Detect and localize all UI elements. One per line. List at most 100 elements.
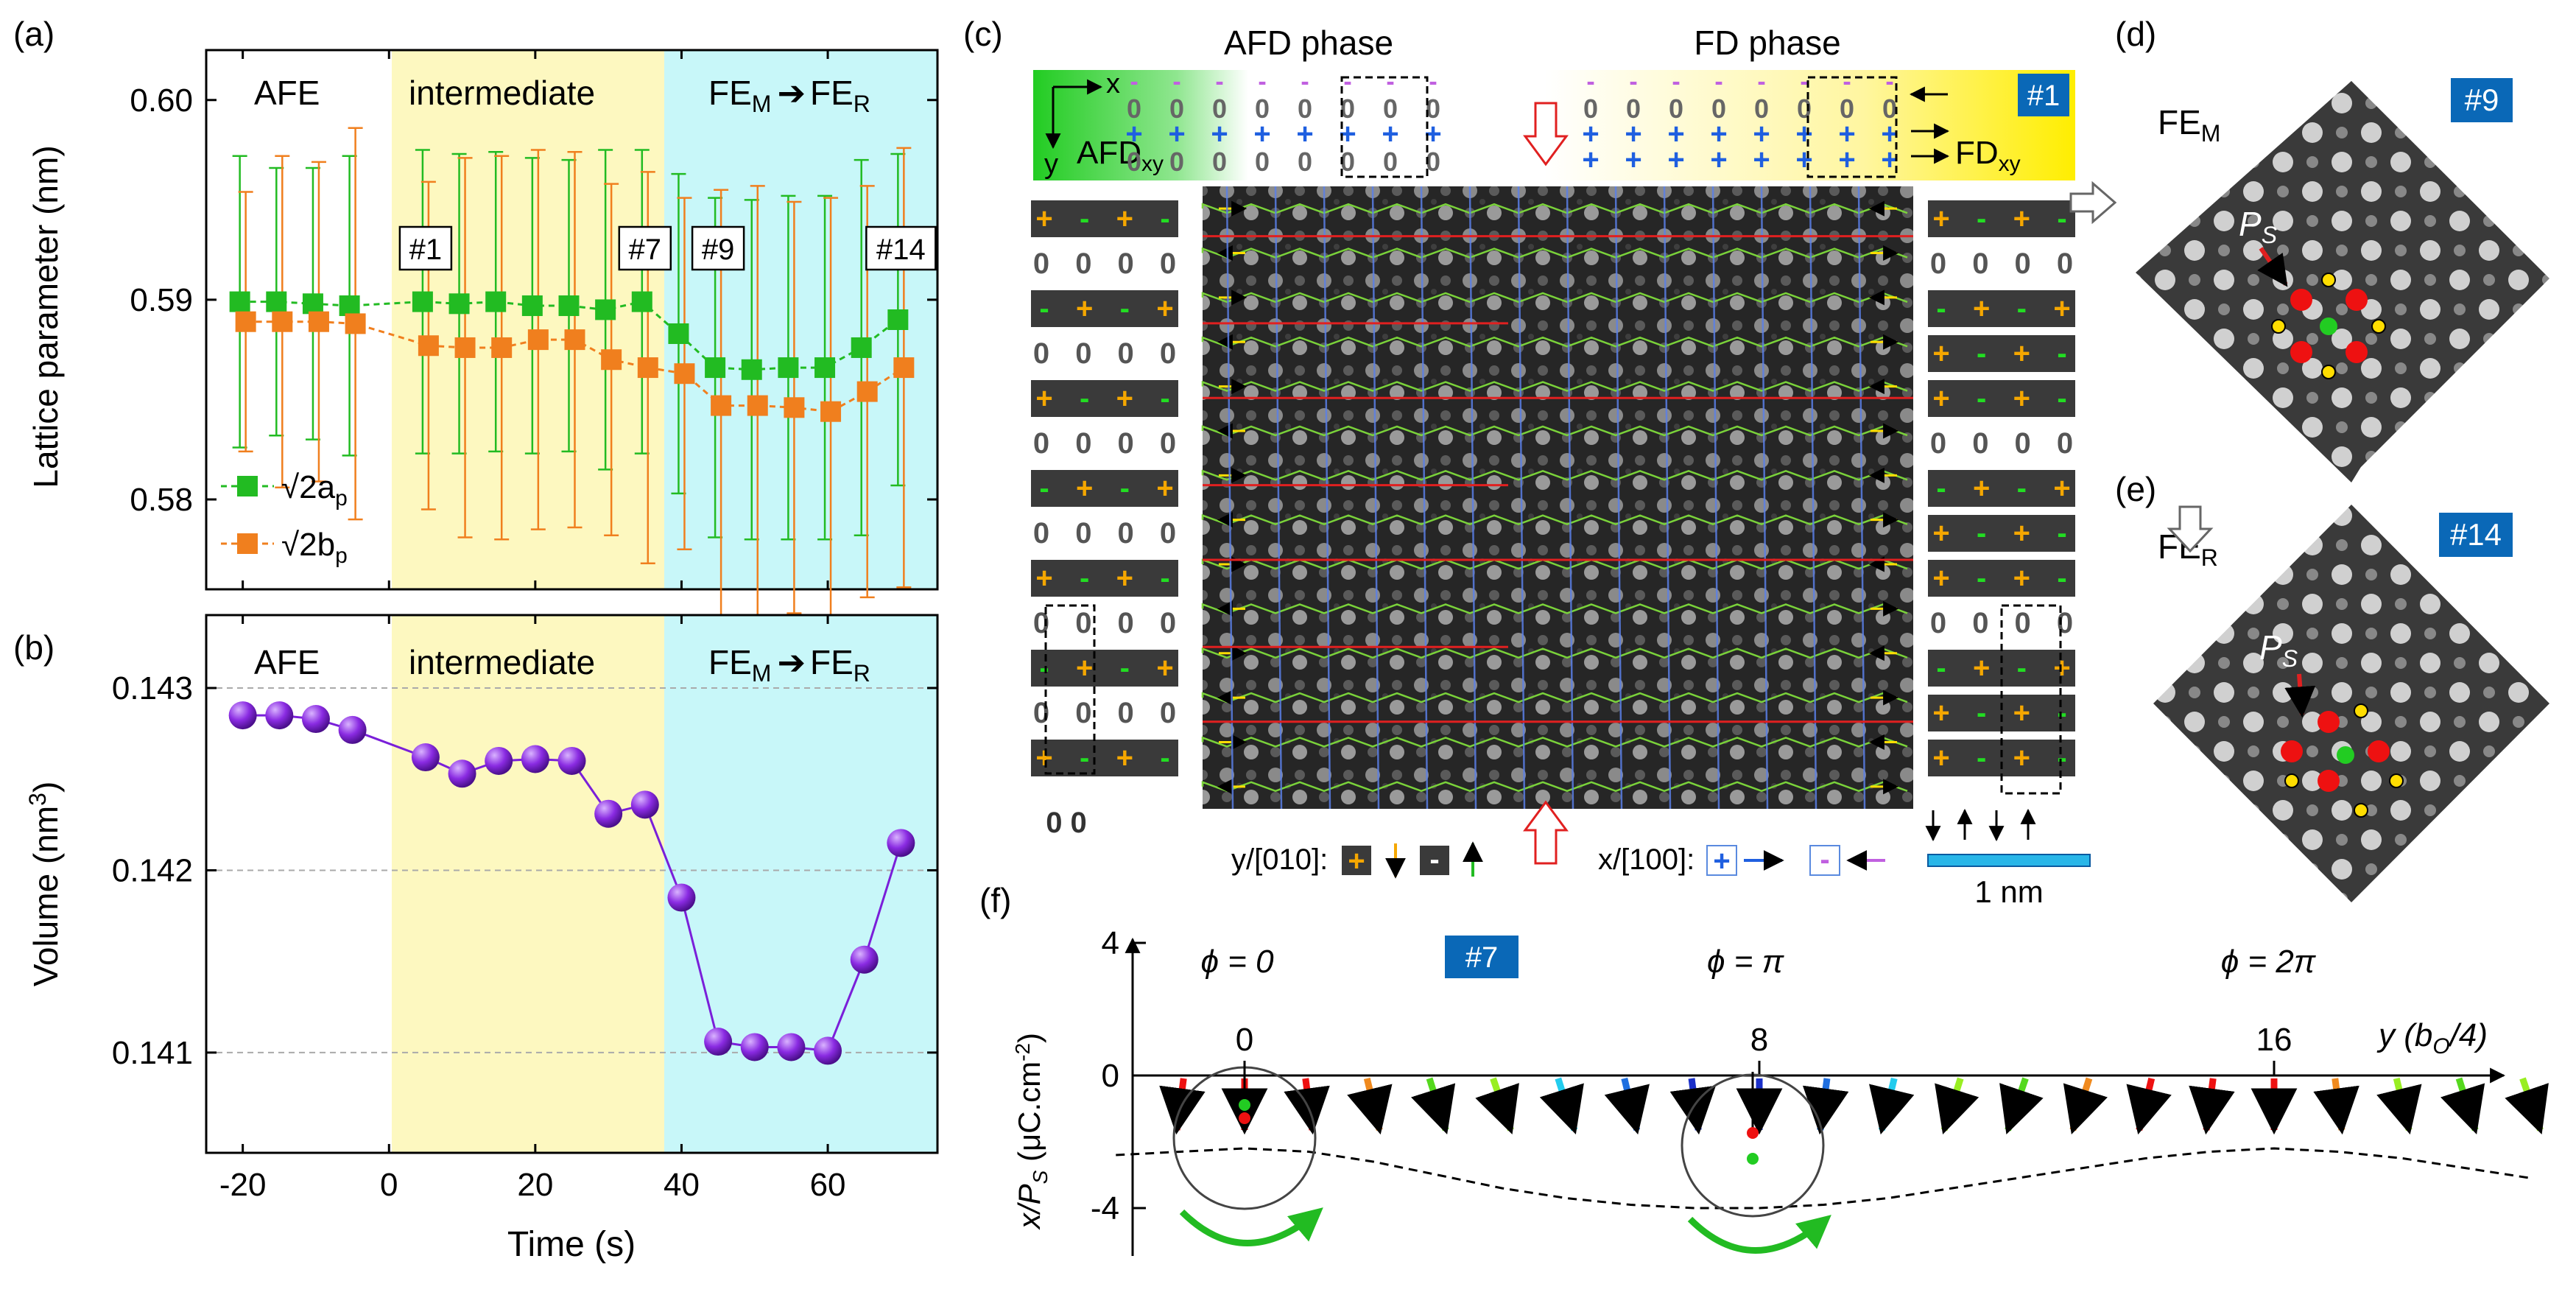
symbol-zero: 0 — [1169, 94, 1184, 124]
tile — [1031, 380, 1178, 417]
symbol-zero: 0 — [1626, 94, 1641, 124]
polarization-arrow — [1802, 1078, 1849, 1135]
fd-xy-label: FDxy — [1955, 135, 2021, 176]
tile — [1031, 560, 1178, 597]
up-hollow-arrow — [1523, 800, 1569, 865]
ps-arrow-d — [2257, 247, 2288, 287]
tile-zero: 0 — [1075, 248, 1091, 280]
tile-plus: + — [2013, 517, 2030, 550]
tile-zero: 0 — [2015, 248, 2031, 280]
symbol-minus: - — [1130, 68, 1138, 96]
panel-e: (e) #14 FER PS — [2115, 470, 2549, 902]
y-tick-label-b: 0.142 — [112, 852, 193, 888]
tile-plus: + — [1156, 472, 1173, 505]
lattice-row-line — [1201, 736, 1908, 748]
data-point — [454, 337, 476, 358]
symbol-minus: - — [1800, 68, 1808, 96]
tile-zero: 0 — [1930, 427, 1946, 460]
tile-minus: - — [2057, 697, 2066, 729]
data-point — [564, 329, 585, 351]
data-point — [527, 329, 549, 351]
tile-plus: + — [1116, 382, 1133, 415]
symbol-minus: - — [1258, 68, 1266, 96]
tile-plus: + — [1116, 203, 1133, 235]
lattice-col-line — [1225, 186, 1234, 810]
symbol-zero: 0 — [1169, 147, 1184, 177]
tile-minus: - — [1080, 382, 1089, 415]
tile-plus: + — [2013, 382, 2030, 415]
x-axis-label-f: y (bO/4) — [2376, 1017, 2488, 1059]
phase-label-afe: AFE — [254, 74, 320, 112]
data-point — [411, 743, 440, 772]
symbol-zero: 0 — [1298, 94, 1312, 124]
down-hollow-arrow — [1523, 102, 1569, 166]
symbol-plus: + — [1710, 144, 1727, 176]
tile-minus: - — [2057, 517, 2066, 550]
data-point — [814, 1036, 842, 1065]
panel-a: (a) AFE intermediate FEM ➔ FER 0.58 0.59 0.6… — [13, 15, 939, 627]
phase-label-fe: FEM ➔ FER — [708, 74, 870, 117]
symbol-zero: 0 — [1882, 94, 1897, 124]
tile-zero: 0 — [1033, 337, 1049, 370]
data-point — [302, 293, 323, 315]
polarization-arrow — [2440, 1077, 2485, 1135]
marker-label: #7 — [629, 234, 662, 266]
x-tick-label-f: 8 — [1750, 1022, 1768, 1058]
lattice-col-line — [1566, 186, 1574, 810]
symbol-minus: - — [1757, 68, 1765, 96]
symbol-plus: + — [1625, 144, 1641, 176]
panel-d-label: (d) — [2115, 15, 2156, 53]
tile-plus: + — [1035, 382, 1052, 415]
left-unit-box — [1044, 604, 1096, 775]
tile-minus: - — [1977, 562, 1986, 594]
tile — [1031, 200, 1178, 237]
data-point — [887, 309, 909, 330]
tile-minus: - — [1977, 382, 1986, 415]
symbol-zero: 0 — [1340, 147, 1355, 177]
symbol-zero: 0 — [1127, 94, 1141, 124]
tile-zero: 0 — [1075, 337, 1091, 370]
x-tick-label-f: 16 — [2256, 1022, 2292, 1058]
tile-plus: + — [2053, 652, 2070, 684]
marker-box — [691, 225, 745, 271]
polarization-arrow — [1159, 1078, 1206, 1135]
tile-minus: - — [1120, 472, 1130, 505]
y-tick-label-b: 0.141 — [112, 1035, 193, 1071]
scale-bar — [1927, 854, 2091, 867]
data-point — [485, 746, 513, 775]
panel-c-label: (c) — [963, 15, 1003, 53]
panel-a-label: (a) — [13, 15, 54, 53]
tile — [1928, 560, 2075, 597]
right-unit-box — [2000, 604, 2062, 795]
tile-zero: 0 — [2057, 427, 2073, 460]
tile-minus: - — [1977, 742, 1986, 774]
tile-minus: - — [1977, 337, 1986, 370]
panel-b-label: (b) — [13, 628, 54, 667]
lattice-row-line — [1201, 469, 1908, 481]
phase-d: FEM — [2158, 103, 2220, 147]
badge-e — [2439, 513, 2513, 557]
symbol-zero: 0 — [1340, 94, 1355, 124]
tile-plus: + — [1156, 292, 1173, 325]
data-point — [266, 291, 287, 312]
tile-plus: + — [2013, 337, 2030, 370]
data-point — [741, 359, 762, 380]
symbol-plus: + — [1253, 118, 1270, 150]
data-point — [235, 311, 256, 332]
symbol-plus: + — [1168, 118, 1185, 150]
polarization-arrow — [2063, 1077, 2108, 1135]
symbol-plus: + — [1667, 118, 1684, 150]
symbol-plus: + — [1296, 118, 1313, 150]
symbol-plus: + — [1753, 118, 1770, 150]
data-point — [448, 293, 470, 315]
tile-plus: + — [1932, 562, 1949, 594]
axis-indicator: x y — [1044, 69, 1120, 180]
symbol-plus: + — [1582, 144, 1599, 176]
symbol-zero: 0 — [1298, 147, 1312, 177]
panel-f: (f) 4 0 -4 0 8 16 #7 ϕ = 0 ϕ = π ϕ = 2π y (bO… — [979, 881, 2549, 1256]
fd-phase-title: FD phase — [1694, 24, 1840, 62]
data-point — [887, 829, 915, 857]
data-point — [851, 337, 872, 358]
symbol-zero: 0 — [1255, 94, 1270, 124]
data-point — [595, 299, 616, 320]
